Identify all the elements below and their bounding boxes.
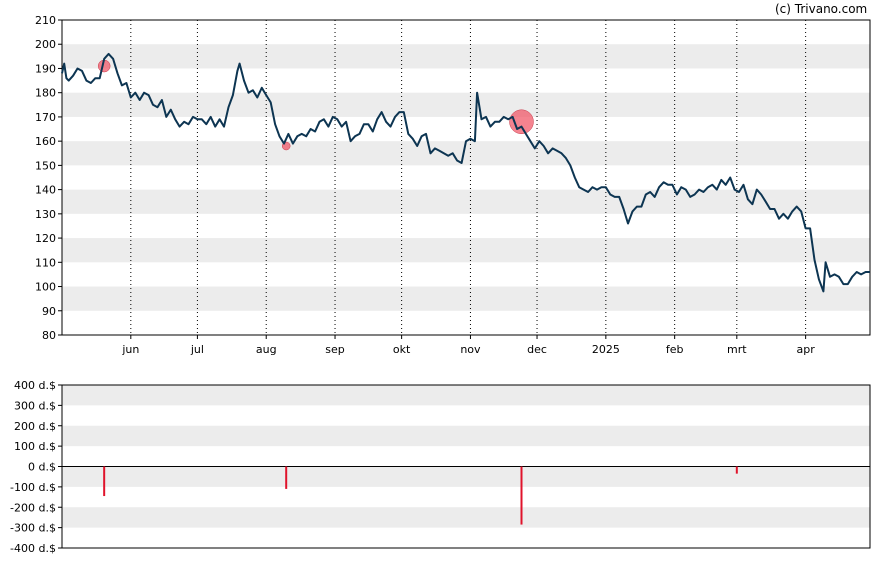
bottom-grid-band: [62, 425, 870, 447]
x-tick-label: jul: [190, 343, 204, 356]
x-tick-label: sep: [325, 343, 344, 356]
x-tick-label: aug: [256, 343, 277, 356]
y-tick-label: 100 d.$: [14, 440, 56, 453]
x-tick-label: okt: [393, 343, 411, 356]
y-tick-label: 120: [35, 232, 56, 245]
x-tick-label: nov: [460, 343, 481, 356]
y-tick-label: 150: [35, 159, 56, 172]
y-tick-label: 0 d.$: [28, 461, 56, 474]
top-chart-frame: [61, 19, 871, 336]
y-tick-label: 400 d.$: [14, 379, 56, 392]
bottom-chart-y-axis: 400 d.$ 300 d.$ 200 d.$ 100 d.$ 0 d.$ -100 d.…: [10, 379, 870, 555]
copyright-text: (c) Trivano.com: [775, 2, 868, 16]
price-line: [61, 52, 870, 293]
top-chart-vertical-grid: [130, 20, 807, 335]
y-tick-label: -100 d.$: [10, 481, 56, 494]
top-grid-band: [62, 238, 870, 263]
y-tick-label: 100: [35, 281, 56, 294]
y-tick-label: 110: [35, 256, 56, 269]
y-tick-label: -200 d.$: [10, 501, 56, 514]
y-tick-label: 200 d.$: [14, 420, 56, 433]
bottom-chart-bands: [62, 385, 870, 528]
y-tick-label: 200: [35, 38, 56, 51]
y-tick-label: 190: [35, 62, 56, 75]
top-chart-x-axis: jun jul aug sep okt nov dec 2025 feb mrt apr: [121, 335, 815, 356]
bottom-grid-band: [62, 385, 870, 406]
top-chart-bands: [62, 44, 870, 311]
y-tick-label: -300 d.$: [10, 522, 56, 535]
top-grid-band: [62, 44, 870, 69]
x-tick-label: dec: [527, 343, 547, 356]
x-tick-label: mrt: [727, 343, 747, 356]
y-tick-label: 140: [35, 184, 56, 197]
x-tick-label: apr: [797, 343, 816, 356]
top-grid-band: [62, 286, 870, 311]
top-chart-y-axis: 210 200 190 180 170 160 150 140 130 120 110 100 90 80: [35, 14, 62, 342]
x-tick-label: jun: [121, 343, 139, 356]
bottom-grid-band: [62, 507, 870, 528]
y-tick-label: 130: [35, 208, 56, 221]
insider-bars: [103, 466, 738, 525]
y-tick-label: -400 d.$: [10, 542, 56, 555]
y-tick-label: 80: [42, 329, 56, 342]
y-tick-label: 210: [35, 14, 56, 27]
top-grid-band: [62, 189, 870, 214]
y-tick-label: 300 d.$: [14, 399, 56, 412]
price-series: [61, 52, 870, 293]
price-marker: [509, 109, 534, 135]
y-tick-label: 90: [42, 305, 56, 318]
y-tick-label: 170: [35, 111, 56, 124]
y-tick-label: 160: [35, 135, 56, 148]
top-grid-band: [62, 92, 870, 117]
bottom-grid-band: [62, 466, 870, 487]
y-tick-label: 180: [35, 87, 56, 100]
x-tick-label: 2025: [592, 343, 620, 356]
x-tick-label: feb: [666, 343, 684, 356]
